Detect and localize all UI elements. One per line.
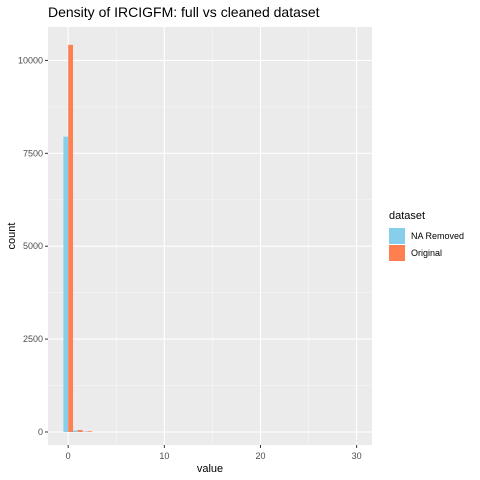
bar <box>87 431 93 432</box>
legend-title: dataset <box>389 210 425 222</box>
x-tick-label: 20 <box>255 451 265 461</box>
y-axis: 0 2500 5000 7500 10000 <box>18 55 48 437</box>
chart-title: Density of IRCIGFM: full vs cleaned data… <box>48 4 320 20</box>
y-tick-label: 2500 <box>23 334 43 344</box>
legend-label: NA Removed <box>411 231 464 241</box>
y-tick-label: 0 <box>38 427 43 437</box>
plot-panel <box>48 27 372 445</box>
bars <box>63 44 93 432</box>
bar <box>68 44 73 432</box>
bar <box>63 136 69 432</box>
x-axis: 0 10 20 30 <box>66 445 362 461</box>
x-tick-label: 0 <box>66 451 71 461</box>
bar <box>72 430 78 432</box>
y-tick-label: 7500 <box>23 148 43 158</box>
legend: dataset NA Removed Original <box>389 210 464 261</box>
legend-label: Original <box>411 248 442 258</box>
grid-minor <box>48 27 372 445</box>
x-tick-label: 30 <box>352 451 362 461</box>
y-tick-label: 10000 <box>18 55 43 65</box>
bar <box>77 429 83 432</box>
x-tick-label: 10 <box>159 451 169 461</box>
y-tick-label: 5000 <box>23 241 43 251</box>
grid-major <box>48 27 372 445</box>
x-axis-title: value <box>197 463 223 475</box>
y-axis-title: count <box>6 223 18 250</box>
legend-key <box>389 228 405 244</box>
legend-key <box>389 245 405 261</box>
